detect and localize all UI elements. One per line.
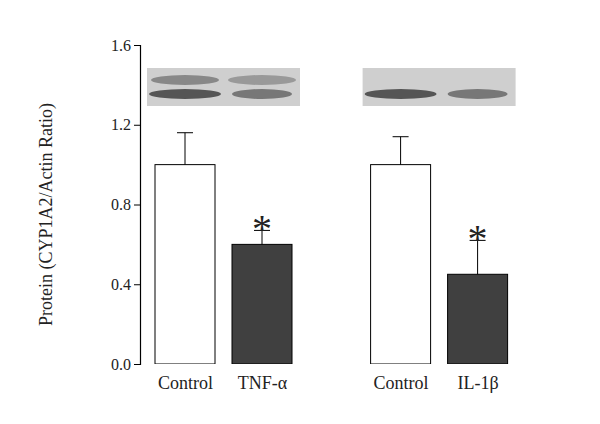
y-tick-label: 1.6: [111, 37, 131, 54]
y-tick: 0.8: [111, 196, 140, 213]
y-tick: 1.6: [111, 37, 140, 54]
blot-band: [228, 75, 296, 85]
significance-marker: *: [468, 216, 488, 261]
plot-area: [155, 133, 508, 364]
chart: 0.0 0.4 0.8 1.2 1.6 Protein (CYP1A2/Actin Rat…: [0, 0, 600, 424]
blot-background: [147, 68, 300, 106]
y-axis-title: Protein (CYP1A2/Actin Ratio): [36, 103, 57, 326]
y-tick-mark: [134, 364, 140, 365]
bar: [371, 165, 431, 364]
blot-band: [149, 89, 221, 99]
significance-marker: *: [252, 206, 272, 251]
blot-background: [363, 68, 516, 106]
error-bar-stem: [185, 133, 186, 165]
x-tick: Control: [374, 373, 429, 393]
error-bar-stem: [400, 137, 401, 165]
y-tick: 1.2: [111, 116, 140, 133]
y-tick-mark: [134, 284, 140, 285]
x-tick-label: Control: [158, 373, 213, 393]
blot-image: [147, 68, 300, 106]
error-bar: [177, 133, 193, 165]
y-tick-label: 1.2: [111, 116, 131, 133]
y-tick-label: 0.8: [111, 196, 131, 213]
blot-image: [363, 68, 516, 106]
x-axis: Control TNF-α Control IL-1β: [158, 373, 499, 393]
x-tick-label: Control: [374, 373, 429, 393]
error-bar-cap: [393, 136, 409, 137]
bar: [448, 274, 508, 364]
x-tick: Control: [158, 373, 213, 393]
y-tick-mark: [134, 125, 140, 126]
y-tick: 0.4: [111, 276, 140, 293]
bar: [155, 165, 215, 364]
y-tick: 0.0: [111, 356, 140, 373]
error-bar: [393, 137, 409, 165]
y-axis: 0.0 0.4 0.8 1.2 1.6: [111, 37, 141, 373]
error-bar-cap: [177, 132, 193, 133]
x-tick-label: IL-1β: [458, 373, 499, 393]
x-tick-label: TNF-α: [238, 373, 288, 393]
x-tick: TNF-α: [238, 373, 288, 393]
blot-band: [365, 89, 437, 99]
blot-band: [151, 75, 219, 85]
y-tick-mark: [134, 45, 140, 46]
y-tick-mark: [134, 205, 140, 206]
blot-band: [232, 89, 292, 99]
y-tick-label: 0.0: [111, 356, 131, 373]
blot-band: [448, 89, 508, 99]
y-axis-line: [134, 46, 141, 365]
bar: [232, 244, 292, 364]
x-tick: IL-1β: [458, 373, 499, 393]
y-tick-label: 0.4: [111, 276, 131, 293]
